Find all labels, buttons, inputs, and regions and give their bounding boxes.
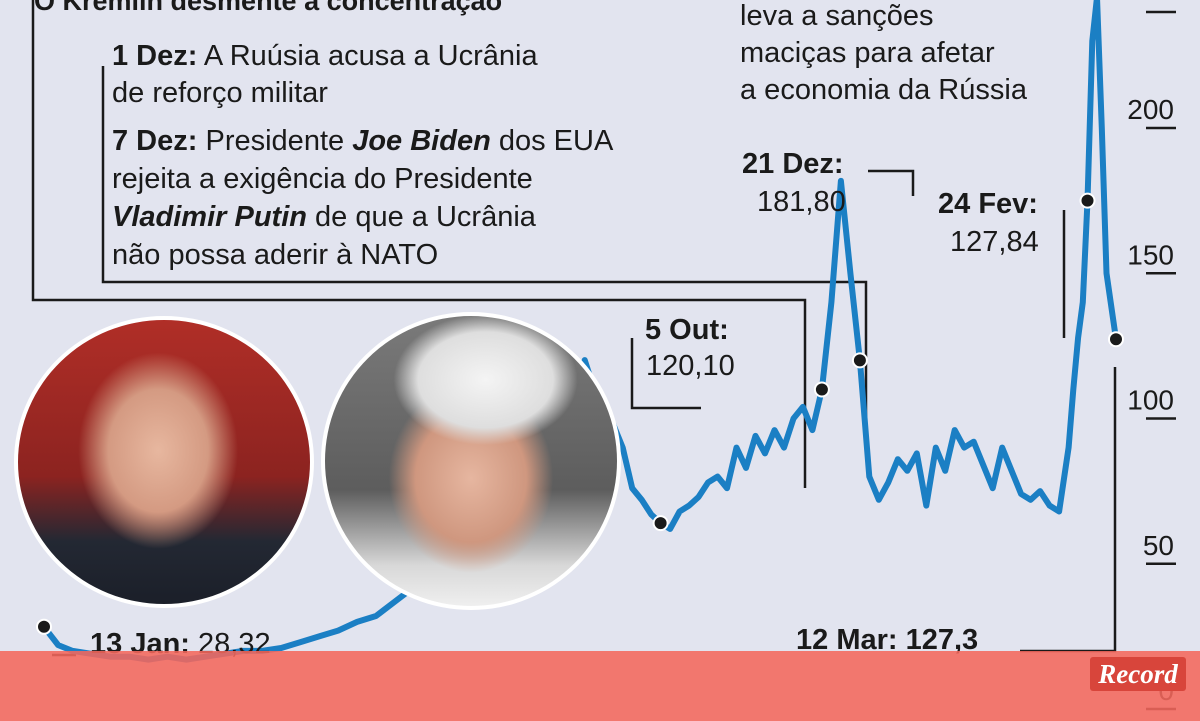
event-dec7-pre: Presidente — [205, 125, 345, 157]
marker-dec7 — [813, 381, 830, 398]
sanctions-line3: a economia da Rússia — [740, 74, 1027, 106]
event-dec1: 1 Dez: A Ruúsia acusa a Ucrânia de refor… — [112, 38, 538, 112]
brand-banner — [0, 651, 1200, 721]
event-dec1-line1: A Ruúsia acusa a Ucrânia — [203, 40, 538, 72]
series-line — [41, 0, 1119, 663]
y-tick-label-200: 200 — [1127, 94, 1174, 125]
event-dec7-line2: rejeita a exigência do Presidente — [112, 163, 533, 195]
marker-mar12 — [1108, 331, 1124, 348]
event-dec7: 7 Dez: Presidente Joe Biden dos EUA reje… — [112, 122, 613, 274]
record-logo: Record — [1090, 657, 1186, 691]
marker-feb24 — [1079, 192, 1096, 209]
annotation-feb24-value: 127,84 — [950, 226, 1039, 258]
bracket-kremlin — [31, 0, 807, 488]
event-dec7-date: 7 Dez: — [112, 125, 198, 157]
event-dec1-line2: de reforço militar — [112, 77, 328, 109]
y-tick-label-100: 100 — [1127, 385, 1174, 416]
leader-mar12 — [1020, 367, 1117, 653]
sanctions-line2: maciças para afetar — [740, 37, 995, 69]
event-dec1-date: 1 Dez: — [112, 40, 198, 72]
event-dec7-biden: Joe Biden — [352, 125, 491, 157]
marker-dec21 — [851, 352, 868, 369]
marker-jan13 — [36, 618, 52, 635]
marker-dec1 — [652, 515, 669, 532]
annotation-mar12-date: 12 Mar: — [796, 624, 898, 656]
annotation-oct5-date: 5 Out: — [645, 314, 729, 346]
biden-photo — [321, 312, 621, 610]
leader-oct5 — [630, 338, 701, 410]
event-dec7-post: dos EUA — [498, 125, 614, 157]
leader-dec21 — [868, 169, 915, 196]
annotation-feb24-date: 24 Fev: — [938, 188, 1038, 220]
kremlin-title: O Kremlin desmente a concentração — [34, 0, 503, 16]
annotation-mar12: 12 Mar: 127,3 — [796, 624, 978, 657]
y-tick-label-150: 150 — [1127, 239, 1174, 270]
sanctions-text: leva a sanções maciças para afetar a eco… — [740, 0, 1027, 109]
annotation-mar12-value: 127,3 — [905, 624, 979, 656]
putin-photo — [14, 316, 314, 608]
sanctions-line1: leva a sanções — [740, 0, 934, 32]
annotation-dec21-date: 21 Dez: — [742, 148, 844, 180]
event-dec7-putin: Vladimir Putin — [112, 201, 307, 233]
event-dec7-line4: não possa aderir à NATO — [112, 239, 439, 271]
y-tick-label-50: 50 — [1143, 530, 1174, 561]
annotation-dec21-value: 181,80 — [757, 186, 846, 218]
annotation-oct5-value: 120,10 — [646, 350, 735, 382]
event-dec7-line3: de que a Ucrânia — [315, 201, 536, 233]
